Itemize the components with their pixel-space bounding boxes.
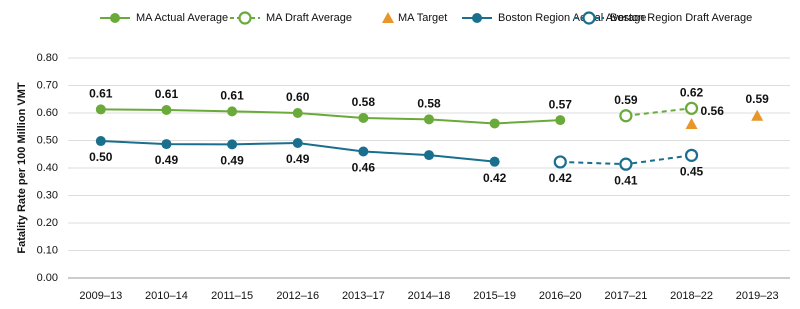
x-tick-label: 2011–15 [211,290,253,302]
value-label: 0.58 [417,96,441,110]
legend-marker [382,12,394,23]
x-tick-label: 2009–13 [79,290,122,302]
data-point [292,137,303,148]
data-point [161,104,172,115]
value-label: 0.59 [746,92,770,106]
legend-marker [472,13,482,23]
data-point [161,139,172,150]
value-label: 0.49 [286,152,310,166]
series-line [100,108,561,125]
value-label: 0.60 [286,90,310,104]
value-label: 0.61 [220,89,244,103]
value-label: 0.61 [89,87,113,101]
value-label: 0.61 [155,87,179,101]
y-tick-label: 0.10 [37,244,58,256]
data-point [684,101,699,115]
y-tick-label: 0.20 [37,217,58,229]
value-label: 0.62 [680,85,704,99]
y-axis-title: Fatality Rate per 100 Million VMT [16,82,28,253]
data-point [553,155,567,169]
data-point [684,148,699,162]
y-tick-label: 0.80 [37,52,58,64]
data-point [227,106,238,117]
y-tick-label: 0.30 [37,189,58,201]
y-tick-label: 0.70 [37,79,58,91]
value-label: 0.46 [352,161,376,175]
legend-label: MA Actual Average [136,12,228,24]
value-label: 0.56 [701,104,725,118]
value-label: 0.58 [352,95,376,109]
data-point [751,109,764,121]
value-label: 0.50 [89,150,113,164]
series-line [625,107,692,117]
data-point [227,139,238,150]
value-label: 0.49 [155,153,179,167]
legend-label: Boston Region Draft Average [610,12,752,24]
legend-label: Boston Region Actual Average [498,12,646,24]
y-tick-label: 0.60 [37,107,58,119]
legend-label: MA Target [398,12,447,24]
data-point [555,115,566,126]
data-point [619,157,633,171]
data-point [358,146,369,157]
data-point [424,150,434,161]
data-point [619,109,633,123]
data-point [685,118,698,129]
legend-marker [238,11,252,25]
value-label: 0.42 [483,171,507,185]
data-point [95,104,106,115]
y-tick-label: 0.40 [37,162,58,174]
x-tick-label: 2015–19 [473,290,516,302]
y-tick-label: 0.50 [37,134,58,146]
value-label: 0.59 [614,93,638,107]
legend-marker [110,13,120,23]
value-label: 0.45 [680,165,704,179]
x-tick-label: 2013–17 [342,290,385,302]
value-label: 0.57 [549,97,573,111]
data-point [95,136,106,147]
legend-marker [582,11,596,25]
legend-label: MA Draft Average [266,12,352,24]
value-label: 0.49 [220,154,244,168]
x-tick-label: 2019–23 [736,290,779,302]
x-tick-label: 2017–21 [604,290,647,302]
x-tick-label: 2014–18 [408,290,451,302]
x-tick-label: 2012–16 [276,290,319,302]
y-tick-label: 0.00 [37,272,58,284]
data-point [489,118,500,129]
value-label: 0.42 [549,171,573,185]
x-tick-label: 2018–22 [670,290,713,302]
data-point [489,156,500,167]
x-tick-label: 2010–14 [145,290,188,302]
data-point [424,114,434,125]
value-label: 0.41 [614,173,638,187]
data-point [292,108,303,118]
data-point [358,112,369,123]
x-tick-label: 2016–20 [539,290,582,302]
